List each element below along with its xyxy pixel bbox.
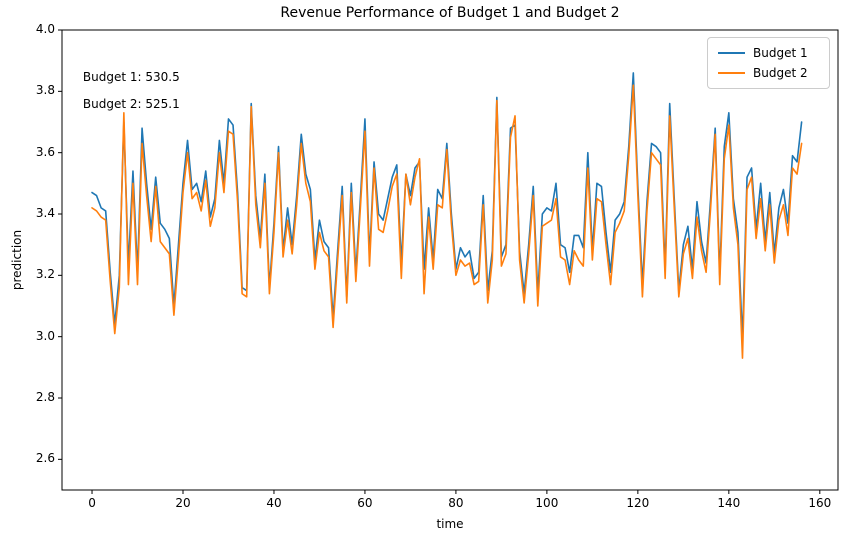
y-tick-label: 2.6 — [35, 451, 55, 466]
legend-item-budget-1: Budget 1 — [708, 43, 829, 63]
tick-marks — [58, 29, 821, 494]
legend-item-budget-2: Budget 2 — [708, 63, 829, 83]
legend-line-sample — [718, 72, 745, 74]
y-tick-label: 3.0 — [35, 328, 55, 343]
x-tick-label: 140 — [717, 496, 741, 510]
y-tick-label: 2.8 — [35, 390, 55, 404]
y-tick-label: 3.4 — [35, 206, 55, 220]
annotation: Budget 1: 530.5 — [82, 69, 180, 84]
series-lines — [91, 72, 803, 359]
legend-label: Budget 2 — [753, 66, 808, 80]
y-tick-label: 4.0 — [35, 22, 55, 36]
x-tick-label: 0 — [88, 496, 96, 510]
y-tick-label: 3.6 — [35, 144, 55, 159]
legend-line-sample — [718, 52, 745, 54]
x-tick-label: 80 — [448, 496, 464, 510]
series-line-budget-1 — [91, 72, 803, 341]
y-tick-label: 3.8 — [35, 83, 55, 98]
y-axis-label: prediction — [10, 229, 24, 291]
legend-label: Budget 1 — [753, 46, 808, 60]
x-tick-label: 100 — [535, 496, 559, 510]
legend: Budget 1 Budget 2 — [707, 37, 830, 89]
x-tick-label: 20 — [175, 496, 191, 510]
annotation: Budget 2: 525.1 — [82, 97, 180, 112]
x-axis-label: time — [436, 517, 464, 531]
axes-frame — [61, 29, 839, 491]
y-tick-label: 3.2 — [35, 267, 55, 282]
chart-title: Revenue Performance of Budget 1 and Budg… — [280, 5, 620, 21]
series-line-budget-2 — [91, 84, 803, 359]
x-tick-label: 160 — [808, 496, 832, 510]
x-tick-label: 120 — [626, 496, 650, 510]
x-tick-label: 40 — [266, 496, 282, 510]
x-tick-label: 60 — [357, 496, 373, 510]
